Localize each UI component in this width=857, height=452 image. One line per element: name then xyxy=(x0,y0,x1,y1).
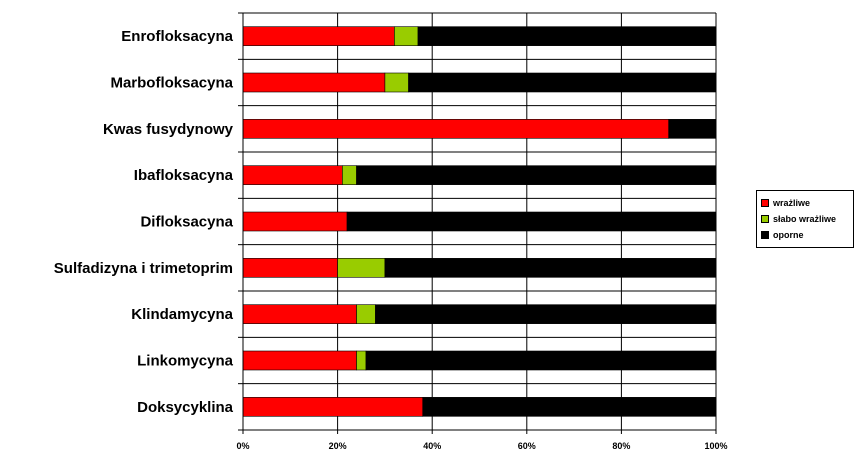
bar-segment-resistant xyxy=(375,304,717,324)
legend-label-susceptible: wrażliwe xyxy=(773,198,811,208)
axes xyxy=(238,12,717,434)
x-tick-label: 20% xyxy=(329,441,347,451)
x-tick-labels: 0% 20% 40% 60% 80% 100% xyxy=(236,441,727,451)
category-label: Marbofloksacyna xyxy=(110,75,233,92)
bar-segment-resistant xyxy=(356,165,717,185)
bar-segment-susceptible xyxy=(242,26,395,46)
bar-segment-intermediate xyxy=(394,26,419,46)
legend-swatch-susceptible xyxy=(761,199,769,207)
x-tick-label: 60% xyxy=(518,441,536,451)
bar-segment-resistant xyxy=(668,119,717,139)
category-labels: Enrofloksacyna Marbofloksacyna Kwas fusydy… xyxy=(54,28,234,416)
legend-label-intermediate: słabo wrażliwe xyxy=(773,214,837,224)
legend-item-intermediate: słabo wrażliwe xyxy=(761,211,853,227)
bar-segment-susceptible xyxy=(242,72,386,93)
category-label: Difloksacyna xyxy=(140,214,233,231)
bar-segment-intermediate xyxy=(384,72,409,93)
bar-segment-susceptible xyxy=(242,397,424,417)
x-tick-label: 80% xyxy=(612,441,630,451)
legend-item-resistant: oporne xyxy=(761,227,853,243)
bar-segment-intermediate xyxy=(342,165,357,185)
bar-segment-resistant xyxy=(417,26,717,46)
bar-segment-susceptible xyxy=(242,119,670,139)
bar-segment-intermediate xyxy=(356,350,367,371)
bar-segment-intermediate xyxy=(337,258,386,278)
bar-segment-intermediate xyxy=(356,304,376,324)
category-label: Kwas fusydynowy xyxy=(103,121,234,138)
x-tick-label: 0% xyxy=(236,441,249,451)
category-label: Ibafloksacyna xyxy=(134,167,234,184)
legend-label-resistant: oporne xyxy=(773,230,804,240)
bar-segment-susceptible xyxy=(242,258,338,278)
bar-segment-susceptible xyxy=(242,165,343,185)
bar-segment-resistant xyxy=(408,72,717,93)
category-label: Linkomycyna xyxy=(137,353,234,370)
bar-segment-susceptible xyxy=(242,304,357,324)
bar-segment-susceptible xyxy=(242,211,348,232)
legend: wrażliwe słabo wrażliwe oporne xyxy=(756,190,854,248)
category-label: Enrofloksacyna xyxy=(121,28,233,45)
legend-swatch-intermediate xyxy=(761,215,769,223)
x-tick-label: 40% xyxy=(423,441,441,451)
bar-segment-resistant xyxy=(384,258,717,278)
legend-item-susceptible: wrażliwe xyxy=(761,195,853,211)
category-label: Sulfadizyna i trimetoprim xyxy=(54,260,233,277)
x-tick-label: 100% xyxy=(704,441,727,451)
bar-segment-susceptible xyxy=(242,350,357,371)
bar-segment-resistant xyxy=(365,350,717,371)
category-label: Doksycyklina xyxy=(137,399,234,416)
bars xyxy=(242,26,717,417)
category-label: Klindamycyna xyxy=(131,306,233,323)
legend-swatch-resistant xyxy=(761,231,769,239)
bar-segment-resistant xyxy=(422,397,717,417)
bar-segment-resistant xyxy=(346,211,717,232)
